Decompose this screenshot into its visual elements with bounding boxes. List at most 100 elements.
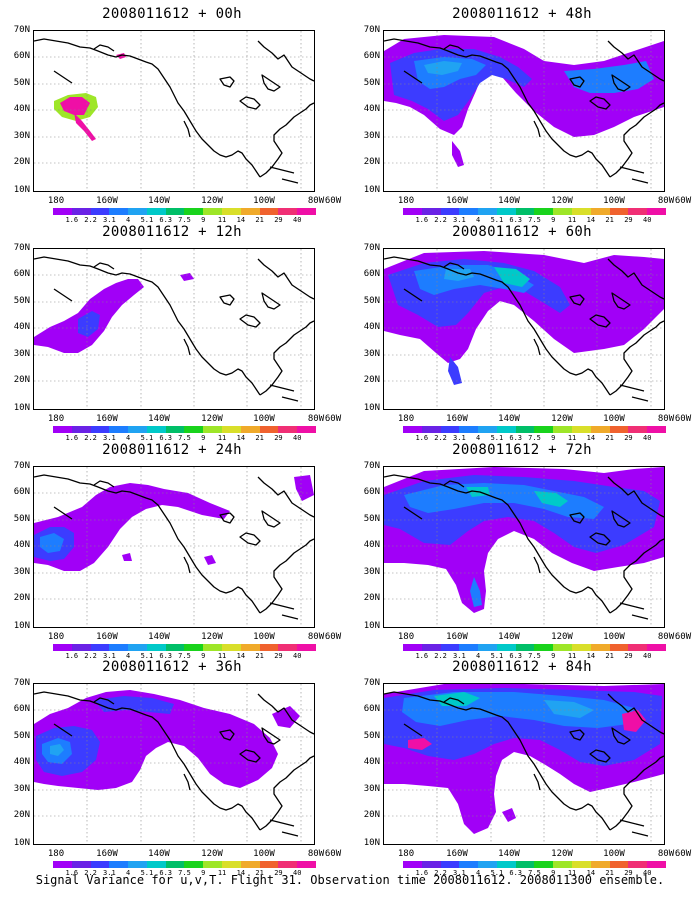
- coastline: [53, 723, 73, 737]
- lat-label: 10N: [13, 403, 30, 413]
- coastline: [239, 314, 261, 328]
- lat-label: 10N: [13, 621, 30, 631]
- colorbar-label: 40: [292, 652, 302, 660]
- variance-contour: [34, 690, 278, 790]
- lat-label: 20N: [13, 593, 30, 603]
- colorbar-swatch: [259, 861, 279, 868]
- colorbar-swatch: [515, 644, 535, 651]
- lat-label: 20N: [363, 810, 380, 820]
- lon-label: 80W: [657, 849, 675, 859]
- colorbar-swatch: [609, 861, 629, 868]
- colorbar: [53, 426, 316, 433]
- colorbar-label: 14: [236, 869, 246, 877]
- colorbar-label: 9: [551, 216, 556, 224]
- colorbar-label: 7.5: [528, 216, 541, 224]
- colorbar-swatch: [90, 426, 110, 433]
- coastline: [219, 76, 235, 88]
- colorbar-swatch: [403, 426, 422, 433]
- colorbar-swatch: [515, 208, 535, 215]
- colorbar-swatch: [647, 426, 666, 433]
- colorbar-swatch: [534, 426, 554, 433]
- colorbar-label: 4: [476, 652, 481, 660]
- colorbar-swatch: [184, 861, 204, 868]
- colorbar-swatch: [515, 426, 535, 433]
- colorbar-swatch: [553, 426, 573, 433]
- coastline: [183, 556, 191, 574]
- colorbar-swatch: [459, 861, 479, 868]
- lat-label: 10N: [363, 185, 380, 195]
- coastline: [619, 166, 645, 174]
- colorbar-label: 5.1: [490, 434, 504, 442]
- coastline: [607, 40, 664, 82]
- colorbar-label: 5.1: [140, 869, 154, 877]
- variance-contour: [444, 269, 474, 281]
- coastline: [281, 614, 299, 620]
- lat-label: 20N: [13, 810, 30, 820]
- lon-label: 160W: [96, 414, 118, 424]
- lat-label: 20N: [13, 375, 30, 385]
- lat-label: 70N: [13, 243, 30, 253]
- colorbar-label: 4: [126, 652, 131, 660]
- variance-contour: [180, 273, 194, 281]
- colorbar-swatch: [515, 861, 535, 868]
- colorbar-swatch: [440, 861, 460, 868]
- colorbar: [53, 644, 316, 651]
- map-svg: [34, 467, 314, 627]
- colorbar-swatch: [478, 426, 497, 433]
- lat-label: 40N: [13, 540, 30, 550]
- colorbar-swatch: [165, 208, 185, 215]
- map-panel: 2008011612 + 84h 70N 60N 50N 40N 30N 20N 10N 180…: [350, 659, 691, 877]
- lat-label: 60N: [363, 269, 380, 279]
- colorbar-swatch: [109, 644, 129, 651]
- colorbar-swatch: [222, 208, 241, 215]
- lat-label: 40N: [13, 322, 30, 332]
- colorbar-swatch: [572, 644, 591, 651]
- colorbar-label: 29: [624, 434, 633, 442]
- coastline: [259, 320, 314, 396]
- colorbar-swatch: [278, 426, 298, 433]
- variance-contour: [448, 357, 462, 385]
- colorbar-label: 2.2: [434, 434, 447, 442]
- variance-contour: [130, 748, 142, 760]
- coastline: [53, 70, 73, 84]
- colorbar-label: 40: [642, 216, 652, 224]
- coastline: [34, 474, 261, 614]
- lat-label: 40N: [363, 757, 380, 767]
- map-panel: 2008011612 + 24h 70N 60N 50N 40N 30N 20N 10N 180…: [0, 442, 341, 660]
- panel-title: 2008011612 + 24h: [102, 442, 242, 458]
- colorbar-swatch: [128, 208, 147, 215]
- colorbar-swatch: [496, 426, 516, 433]
- variance-contour: [60, 97, 90, 115]
- variance-contour: [294, 475, 314, 501]
- colorbar-label: 2.2: [84, 652, 97, 660]
- lat-label: 50N: [13, 731, 30, 741]
- colorbar-swatch: [278, 644, 298, 651]
- colorbar-label: 5.1: [140, 434, 154, 442]
- colorbar-swatch: [109, 208, 129, 215]
- colorbar-label: 14: [586, 434, 596, 442]
- colorbar-label: 1.6: [65, 869, 79, 877]
- colorbar-label: 14: [586, 652, 596, 660]
- map-svg: [384, 31, 664, 191]
- lat-label: 30N: [363, 349, 380, 359]
- colorbar-label: 5.1: [490, 216, 504, 224]
- coastline: [257, 476, 314, 518]
- colorbar-label: 7.5: [528, 652, 541, 660]
- colorbar-swatch: [628, 426, 648, 433]
- lat-label: 50N: [363, 731, 380, 741]
- map-svg: [34, 31, 314, 191]
- lon-label: 120W: [201, 414, 223, 424]
- colorbar-label: 11: [567, 216, 577, 224]
- colorbar-swatch: [240, 861, 260, 868]
- colorbar-swatch: [240, 644, 260, 651]
- map-svg: [384, 467, 664, 627]
- map-area: [383, 683, 665, 845]
- colorbar-swatch: [403, 861, 422, 868]
- colorbar-label: 14: [236, 652, 246, 660]
- colorbar-swatch: [53, 208, 72, 215]
- lon-label: 100W: [253, 849, 275, 859]
- coastline: [619, 602, 645, 610]
- lon-label: 160W: [446, 196, 468, 206]
- colorbar-label: 6.3: [159, 652, 173, 660]
- coastline: [611, 510, 631, 528]
